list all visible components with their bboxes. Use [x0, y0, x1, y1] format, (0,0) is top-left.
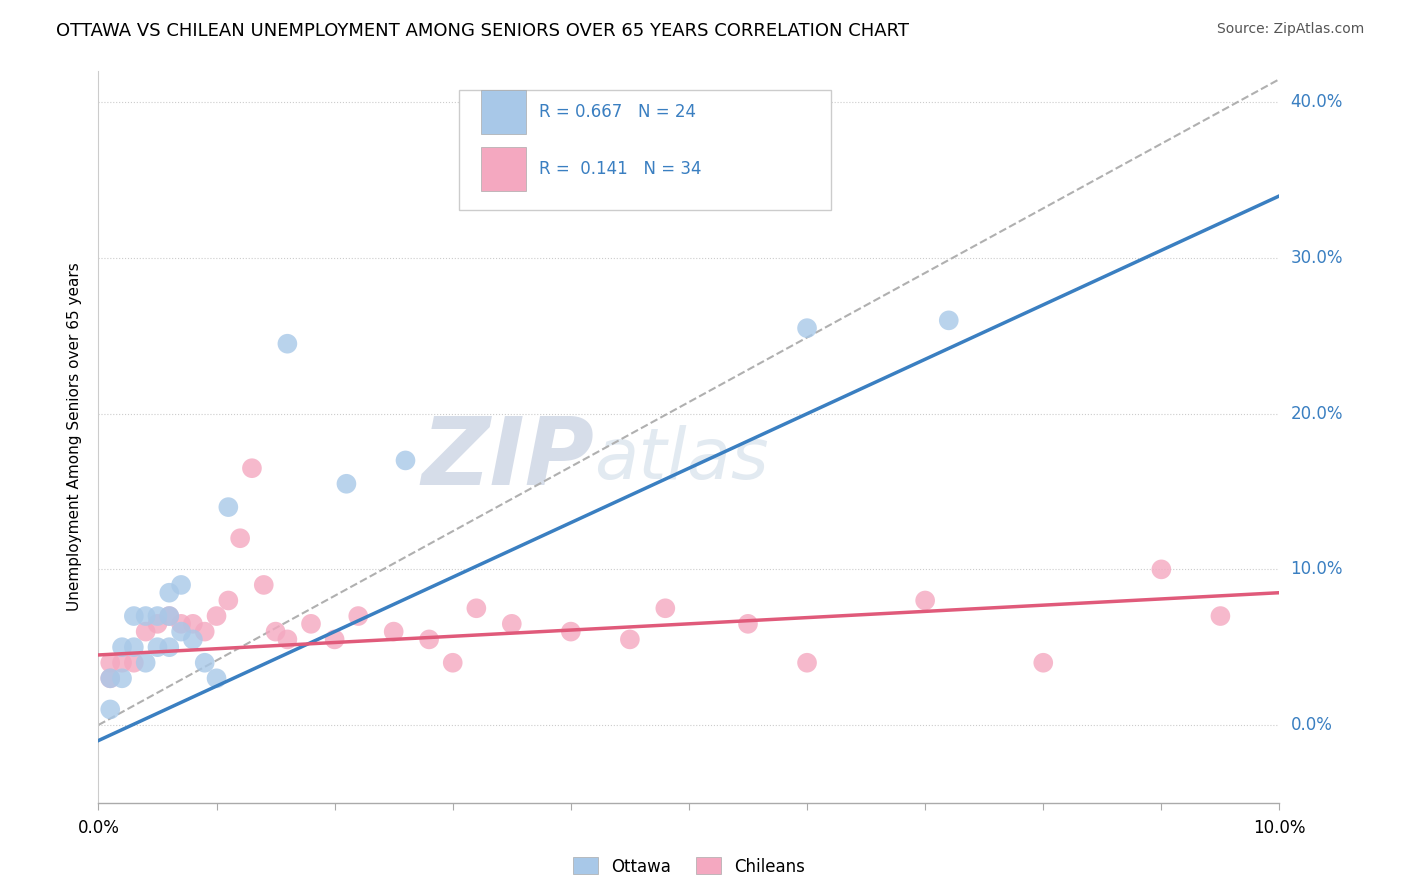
Point [335, 476, 357, 491]
Point [796, 656, 818, 670]
Point [382, 624, 405, 639]
Point [253, 578, 276, 592]
Point [229, 531, 252, 545]
Point [394, 453, 416, 467]
Point [737, 616, 759, 631]
Point [135, 656, 157, 670]
Point [441, 656, 464, 670]
Point [347, 609, 370, 624]
Point [914, 593, 936, 607]
FancyBboxPatch shape [481, 90, 526, 134]
Point [194, 624, 217, 639]
FancyBboxPatch shape [458, 90, 831, 211]
Point [157, 609, 180, 624]
Point [111, 656, 134, 670]
Text: 10.0%: 10.0% [1291, 560, 1343, 578]
Point [276, 632, 298, 647]
Point [157, 609, 180, 624]
Point [181, 616, 204, 631]
Point [135, 624, 157, 639]
Text: 0.0%: 0.0% [1291, 716, 1333, 734]
Point [170, 624, 193, 639]
Point [146, 616, 169, 631]
Text: 20.0%: 20.0% [1291, 405, 1343, 423]
Point [299, 616, 322, 631]
Text: R =  0.141   N = 34: R = 0.141 N = 34 [538, 160, 702, 178]
Text: 0.0%: 0.0% [77, 820, 120, 838]
Text: ZIP: ZIP [422, 413, 595, 505]
Point [323, 632, 346, 647]
Legend: Ottawa, Chileans: Ottawa, Chileans [567, 851, 811, 882]
Point [1209, 609, 1232, 624]
Point [465, 601, 488, 615]
Text: R = 0.667   N = 24: R = 0.667 N = 24 [538, 103, 696, 121]
Point [418, 632, 440, 647]
Point [135, 609, 157, 624]
Point [276, 336, 298, 351]
Text: Source: ZipAtlas.com: Source: ZipAtlas.com [1216, 22, 1364, 37]
Text: OTTAWA VS CHILEAN UNEMPLOYMENT AMONG SENIORS OVER 65 YEARS CORRELATION CHART: OTTAWA VS CHILEAN UNEMPLOYMENT AMONG SEN… [56, 22, 910, 40]
Point [205, 671, 228, 685]
Text: 30.0%: 30.0% [1291, 249, 1343, 267]
Point [938, 313, 960, 327]
Point [501, 616, 523, 631]
Point [157, 640, 180, 655]
Point [264, 624, 287, 639]
Text: atlas: atlas [595, 425, 769, 493]
Point [111, 671, 134, 685]
Point [122, 609, 145, 624]
Text: 40.0%: 40.0% [1291, 94, 1343, 112]
Point [1032, 656, 1054, 670]
Point [796, 321, 818, 335]
Point [560, 624, 582, 639]
Point [157, 585, 180, 599]
Point [98, 702, 121, 716]
Point [111, 640, 134, 655]
Point [122, 640, 145, 655]
Point [170, 578, 193, 592]
Point [205, 609, 228, 624]
FancyBboxPatch shape [481, 146, 526, 191]
Point [240, 461, 263, 475]
Point [98, 671, 121, 685]
Point [98, 656, 121, 670]
Point [146, 609, 169, 624]
Point [217, 500, 239, 515]
Point [217, 593, 239, 607]
Point [170, 616, 193, 631]
Point [194, 656, 217, 670]
Point [619, 632, 641, 647]
Text: 10.0%: 10.0% [1253, 820, 1306, 838]
Point [181, 632, 204, 647]
Point [1150, 562, 1173, 576]
Point [122, 656, 145, 670]
Point [146, 640, 169, 655]
Point [654, 601, 676, 615]
Point [98, 671, 121, 685]
Y-axis label: Unemployment Among Seniors over 65 years: Unemployment Among Seniors over 65 years [67, 263, 83, 611]
